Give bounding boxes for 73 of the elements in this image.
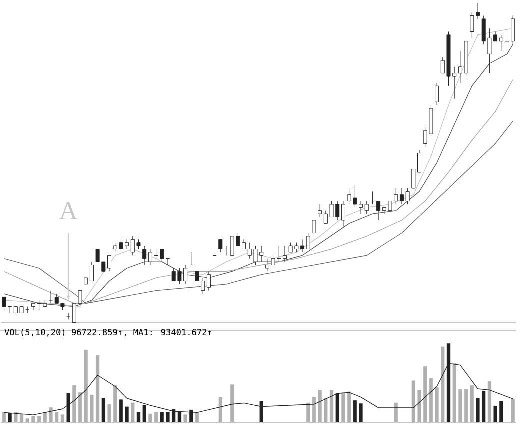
bar: [511, 399, 515, 424]
bar: [26, 418, 30, 424]
bar: [119, 400, 123, 424]
bar: [160, 412, 164, 424]
bar: [55, 412, 59, 424]
bar: [353, 400, 357, 424]
bar: [78, 392, 82, 424]
candlestick: [2, 297, 6, 310]
candlestick: [364, 201, 369, 214]
bar: [441, 346, 445, 424]
candlestick: [470, 12, 474, 39]
bar: [494, 406, 498, 424]
bar: [435, 387, 439, 424]
bar: [342, 392, 346, 424]
candlestick: [341, 201, 346, 228]
candlestick: [218, 240, 223, 253]
candlestick: [206, 272, 211, 292]
candlestick: [312, 220, 316, 237]
bar: [84, 350, 88, 424]
bar: [60, 414, 64, 424]
bar: [184, 414, 188, 424]
bar: [154, 412, 158, 424]
candlestick: [148, 249, 152, 266]
bar: [148, 414, 152, 424]
annotation: A: [59, 202, 78, 220]
bar: [318, 390, 322, 424]
bar: [218, 397, 222, 424]
candlestick: [511, 16, 516, 45]
bar: [312, 397, 316, 424]
candlestick: [412, 169, 416, 189]
bar: [114, 386, 118, 424]
candlestick: [376, 201, 381, 221]
bar: [96, 356, 100, 424]
bar: [136, 412, 141, 424]
bar: [452, 364, 456, 424]
bar: [195, 412, 200, 424]
candlestick: [418, 150, 422, 173]
candlestick: [90, 262, 94, 282]
candlestick: [499, 34, 504, 52]
bar: [394, 402, 398, 424]
candlestick: [142, 246, 147, 266]
bar: [32, 416, 36, 424]
bar: [2, 412, 6, 424]
bar: [125, 406, 129, 424]
bar: [324, 398, 328, 424]
candlestick: [306, 233, 310, 250]
bar: [49, 408, 53, 424]
bar: [500, 401, 504, 424]
candlestick: [435, 82, 440, 106]
bar: [102, 398, 106, 424]
bar: [476, 398, 480, 424]
bar: [14, 412, 18, 424]
bar: [72, 386, 76, 424]
bar: [90, 395, 94, 424]
bar: [488, 382, 492, 424]
chart-title: VOL(5,10,20) 96722.859↑, MA1: 93401.672↑: [4, 329, 212, 337]
bar: [131, 402, 135, 424]
bar: [348, 392, 352, 424]
bar: [20, 414, 24, 424]
candlestick: [108, 256, 112, 272]
candlestick: [318, 204, 322, 218]
bar: [330, 390, 334, 424]
bar: [418, 390, 422, 424]
candlestick: [476, 2, 480, 20]
bar: [359, 404, 363, 424]
bar: [412, 380, 416, 424]
candlestick: [282, 246, 287, 262]
bar: [306, 402, 310, 424]
bar: [458, 390, 462, 424]
candlestick: [160, 249, 164, 262]
bar: [230, 384, 234, 424]
bar: [108, 404, 112, 424]
candlestick: [31, 303, 36, 310]
